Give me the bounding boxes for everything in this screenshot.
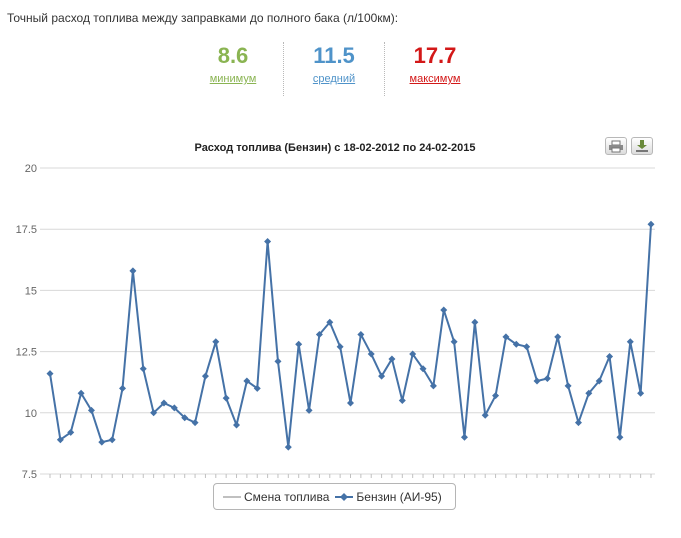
- data-point: [77, 389, 85, 397]
- data-point: [233, 421, 241, 429]
- stat-minimum: 8.6 минимум: [183, 42, 283, 96]
- stat-maximum-value: 17.7: [413, 43, 457, 68]
- data-point: [357, 330, 365, 338]
- data-point: [543, 375, 551, 383]
- legend-label-petrol: Бензин (АИ-95): [356, 489, 442, 504]
- data-point: [315, 330, 323, 338]
- series-line: [49, 224, 652, 449]
- data-point: [87, 406, 95, 414]
- data-point: [160, 399, 168, 407]
- x-axis: [49, 474, 652, 478]
- stats-panel: 8.6 минимум 11.5 средний 17.7 максимум: [183, 42, 487, 96]
- data-point: [150, 409, 158, 417]
- stat-maximum-link[interactable]: максимум: [409, 73, 461, 85]
- legend-item-fuel-change[interactable]: Смена топлива: [223, 490, 329, 504]
- data-point: [409, 350, 417, 358]
- data-point: [481, 411, 489, 419]
- data-point: [606, 352, 614, 360]
- y-tick-label: 15: [25, 285, 37, 297]
- data-point: [492, 392, 500, 400]
- stat-maximum: 17.7 максимум: [384, 42, 485, 96]
- y-tick-label: 10: [25, 408, 37, 420]
- legend-label-fuel-change: Смена топлива: [244, 489, 330, 504]
- y-axis: 7.5 10 12.5 15 17.5 20: [16, 163, 37, 481]
- data-point: [616, 433, 624, 441]
- data-point: [637, 389, 645, 397]
- y-tick-label: 12.5: [16, 347, 37, 359]
- page-heading: Точный расход топлива между заправками д…: [7, 11, 399, 25]
- chart-legend: Смена топлива Бензин (АИ-95): [213, 483, 456, 510]
- data-point: [398, 397, 406, 405]
- data-point: [56, 436, 64, 444]
- y-tick-label: 7.5: [22, 469, 37, 481]
- data-point: [139, 365, 147, 373]
- data-point: [347, 399, 354, 407]
- stat-minimum-link[interactable]: минимум: [209, 73, 257, 85]
- data-point: [108, 436, 116, 444]
- data-point: [564, 382, 572, 390]
- data-point: [119, 384, 127, 392]
- data-point: [647, 220, 655, 228]
- data-point: [336, 343, 344, 351]
- printer-icon: [609, 140, 623, 153]
- y-tick-label: 17.5: [16, 224, 37, 236]
- data-point: [295, 340, 303, 348]
- data-point: [460, 433, 468, 441]
- legend-line-swatch: [223, 495, 241, 498]
- data-point: [191, 419, 199, 427]
- stat-average-link[interactable]: средний: [312, 73, 356, 85]
- data-point: [98, 438, 106, 446]
- stat-minimum-value: 8.6: [217, 43, 249, 68]
- data-point: [502, 333, 510, 341]
- data-point: [523, 343, 531, 351]
- data-point: [378, 372, 386, 380]
- data-point: [626, 338, 634, 346]
- data-point: [429, 382, 437, 390]
- data-point: [46, 370, 54, 378]
- legend-item-petrol[interactable]: Бензин (АИ-95): [335, 489, 442, 504]
- data-point: [419, 365, 427, 373]
- chart-grid: [40, 167, 655, 475]
- data-point: [512, 340, 520, 348]
- y-tick-label: 20: [25, 163, 37, 175]
- data-point: [450, 338, 458, 346]
- data-point: [170, 404, 178, 412]
- print-button[interactable]: [605, 137, 627, 155]
- data-point: [243, 377, 251, 385]
- data-point: [367, 350, 375, 358]
- data-point: [181, 414, 189, 422]
- data-point: [274, 357, 282, 365]
- data-point: [595, 377, 603, 385]
- chart-title: Расход топлива (Бензин) с 18-02-2012 по …: [195, 142, 476, 154]
- data-point: [440, 306, 448, 314]
- stat-average-value: 11.5: [313, 43, 355, 68]
- stat-average: 11.5 средний: [283, 42, 384, 96]
- data-point: [67, 428, 75, 436]
- data-point: [264, 237, 272, 245]
- data-point: [212, 338, 220, 346]
- download-button[interactable]: [631, 137, 653, 155]
- data-point: [305, 406, 313, 414]
- data-point: [326, 318, 334, 326]
- data-point: [388, 355, 396, 363]
- data-point: [222, 394, 230, 402]
- data-point: [201, 372, 209, 380]
- data-point: [253, 384, 261, 392]
- data-point: [533, 377, 541, 385]
- data-point: [554, 333, 562, 341]
- data-point: [574, 419, 582, 427]
- data-point: [129, 267, 137, 275]
- download-icon: [636, 140, 648, 152]
- series-petrol: [46, 220, 655, 451]
- data-point: [471, 318, 479, 326]
- data-point: [585, 389, 593, 397]
- legend-diamond-swatch: [335, 492, 354, 501]
- data-point: [284, 443, 292, 451]
